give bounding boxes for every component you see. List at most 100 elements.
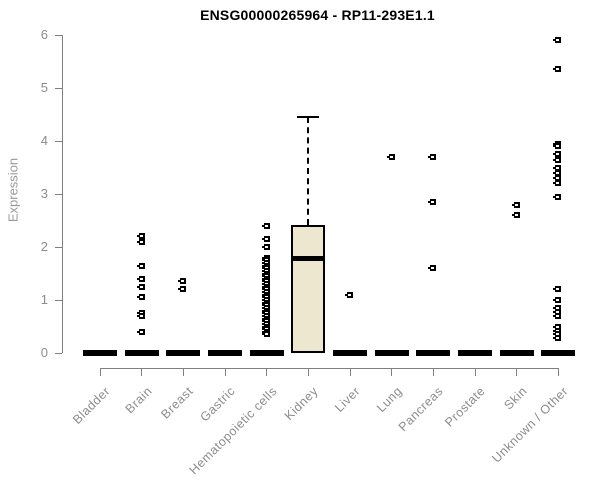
data-point (553, 37, 562, 44)
data-point-left-tick (261, 306, 264, 309)
y-tick-label: 6 (40, 27, 48, 42)
data-point-left-tick (261, 328, 264, 331)
data-point-notch (556, 171, 560, 174)
data-point (178, 278, 187, 285)
data-point-notch (431, 200, 435, 203)
data-point-left-tick (261, 314, 264, 317)
x-tick (432, 368, 434, 376)
data-point-left-tick (261, 317, 264, 320)
data-point (553, 286, 562, 293)
data-point (553, 193, 562, 200)
data-point (553, 180, 562, 187)
zero-median-bar (333, 350, 367, 356)
data-point (428, 265, 437, 272)
zero-median-bar (208, 350, 242, 356)
data-point-notch (139, 235, 143, 238)
data-point-notch (431, 267, 435, 270)
x-tick (474, 368, 476, 376)
data-point-notch (556, 333, 560, 336)
data-point-left-tick (553, 333, 556, 336)
data-point-left-tick (261, 293, 264, 296)
data-point (553, 156, 562, 163)
data-point-left-tick (261, 322, 264, 325)
data-point-notch (139, 330, 143, 333)
data-point (136, 238, 145, 245)
y-tick-label: 1 (40, 292, 48, 307)
x-category-label: Unknown / Other (489, 384, 572, 466)
data-point (261, 331, 270, 338)
data-point-left-tick (553, 325, 556, 328)
chart-title: ENSG00000265964 - RP11-293E1.1 (200, 7, 435, 23)
kidney-box (291, 224, 326, 353)
x-category-label: Liver (332, 384, 363, 415)
data-point-left-tick (136, 235, 139, 238)
x-tick (307, 368, 309, 376)
x-category-label: Kidney (282, 384, 322, 424)
data-point-left-tick (136, 314, 139, 317)
data-point-left-tick (261, 269, 264, 272)
data-point (553, 151, 562, 158)
data-point-left-tick (428, 155, 431, 158)
data-point-notch (556, 145, 560, 148)
y-tick (55, 352, 62, 354)
zero-median-bar (166, 350, 201, 356)
data-point-left-tick (261, 259, 264, 262)
data-point-left-tick (261, 312, 264, 315)
x-category-label: Gastric (197, 384, 238, 425)
data-point (553, 164, 562, 171)
data-point-left-tick (553, 182, 556, 185)
x-tick (224, 368, 226, 376)
data-point (261, 244, 270, 250)
y-tick (55, 299, 62, 301)
data-point-notch (556, 310, 560, 313)
data-point-notch (264, 246, 268, 248)
data-point (553, 308, 562, 315)
zero-median-bar (249, 350, 284, 356)
data-point-left-tick (386, 155, 389, 158)
data-point-notch (514, 203, 518, 206)
data-point-left-tick (261, 288, 264, 291)
whisker-cap (297, 116, 320, 119)
data-point-notch (431, 155, 435, 158)
data-point-notch (556, 158, 560, 161)
x-category-label: Breast (158, 384, 197, 422)
data-point (553, 297, 562, 303)
data-point (553, 323, 562, 330)
data-point-notch (181, 288, 185, 291)
data-point-left-tick (261, 285, 264, 288)
data-point-left-tick (261, 224, 264, 227)
y-tick (55, 193, 62, 195)
data-point-left-tick (261, 320, 264, 323)
data-point-left-tick (178, 280, 181, 283)
data-point-notch (389, 155, 393, 158)
data-point-left-tick (136, 264, 139, 267)
data-point (553, 175, 562, 182)
data-point-notch (556, 329, 560, 332)
data-point-notch (556, 195, 560, 198)
data-point (511, 201, 520, 208)
data-point-left-tick (553, 310, 556, 313)
y-tick-label: 2 (40, 239, 48, 254)
data-point (553, 143, 562, 150)
x-tick (349, 368, 351, 376)
data-point-left-tick (553, 288, 556, 291)
y-axis-line (62, 35, 63, 353)
zero-median-bar (416, 350, 451, 356)
x-tick (141, 368, 143, 376)
x-tick (182, 368, 184, 376)
data-point-notch (139, 314, 143, 317)
zero-median-bar (124, 350, 159, 356)
data-point (553, 312, 562, 319)
data-point (261, 236, 270, 243)
y-tick (55, 87, 62, 89)
data-point-left-tick (261, 299, 264, 301)
data-point-notch (556, 182, 560, 185)
data-point (136, 294, 145, 301)
x-tick (516, 368, 518, 376)
upper-whisker (307, 117, 310, 225)
y-tick (55, 140, 62, 142)
data-point (136, 275, 145, 282)
data-point-notch (264, 333, 268, 336)
data-point (553, 66, 562, 73)
